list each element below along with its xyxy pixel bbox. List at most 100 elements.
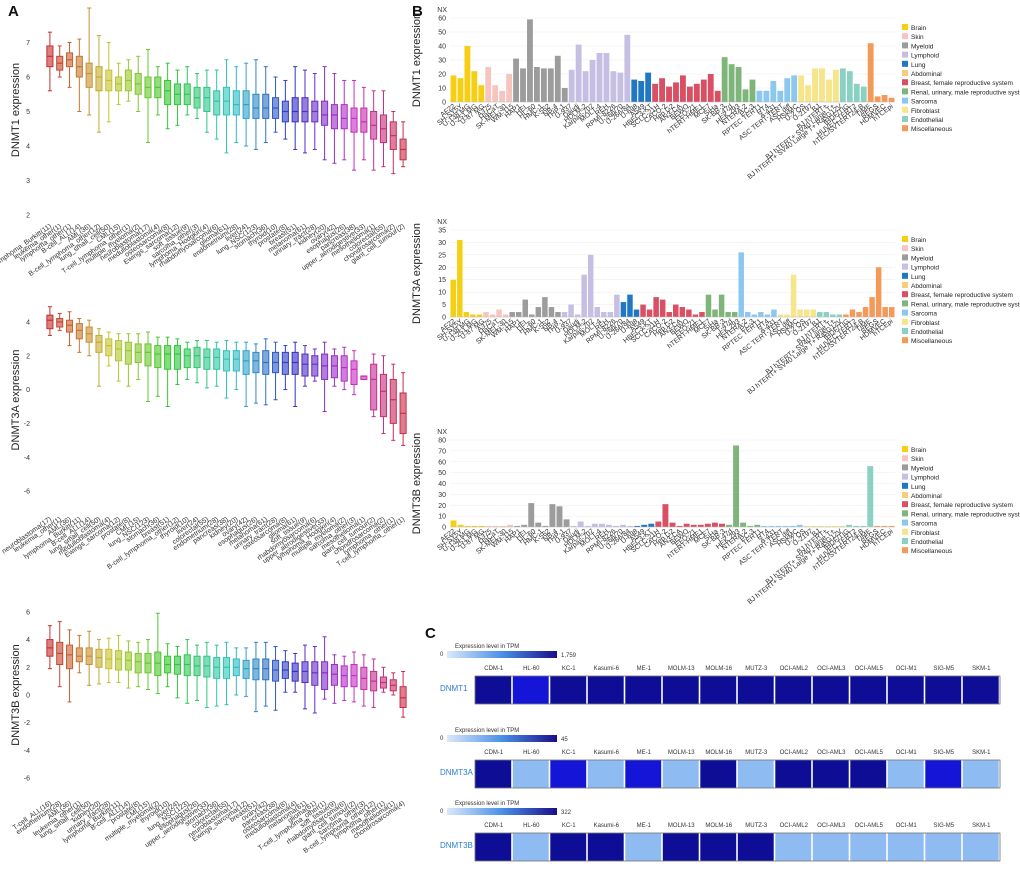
legend-label: Breast, female reproductive system — [911, 80, 1013, 87]
legend-swatch — [902, 60, 908, 67]
bar — [853, 83, 860, 102]
bar — [659, 299, 666, 317]
heatmap-cell — [587, 759, 625, 789]
bar — [874, 525, 881, 527]
legend-swatch — [902, 254, 908, 261]
y-tick-label: 10 — [438, 514, 446, 521]
y-tick-label: 0 — [442, 100, 446, 107]
bar — [881, 95, 888, 102]
legend-label: Breast, female reproductive system — [911, 292, 1013, 299]
bar — [812, 68, 818, 102]
bar — [777, 314, 784, 317]
box — [183, 348, 191, 369]
box — [164, 345, 172, 370]
bar — [548, 307, 555, 317]
bar — [690, 524, 697, 527]
bar — [728, 64, 735, 102]
bar — [823, 312, 830, 317]
legend-swatch — [902, 282, 908, 288]
legend-label: Abdominal — [911, 283, 942, 290]
bar — [791, 75, 798, 102]
bar — [849, 309, 856, 317]
bar — [507, 524, 514, 527]
legend-label: Myeloid — [911, 43, 934, 50]
bar — [620, 302, 627, 317]
legend-swatch — [902, 272, 908, 279]
box — [183, 654, 191, 677]
box — [321, 661, 329, 690]
bar — [450, 279, 457, 317]
bar — [860, 86, 867, 102]
bar — [846, 524, 853, 527]
panel-label-b: B — [412, 3, 423, 20]
bar — [485, 525, 492, 527]
bar — [784, 78, 791, 102]
cell-line-label: KC-1 — [562, 823, 576, 829]
bar — [662, 504, 669, 527]
y-tick-label: 20 — [438, 503, 446, 510]
bar — [568, 69, 575, 102]
cell-line-label: OCI-AML3 — [817, 666, 846, 672]
heatmap-frame — [474, 832, 1001, 862]
scale-bar — [447, 735, 557, 742]
legend-label: Lung — [911, 62, 926, 69]
cell-line-label: CDM-1 — [484, 666, 504, 672]
bar — [711, 522, 718, 527]
y-tick-label: 30 — [438, 492, 446, 499]
bar — [591, 523, 598, 527]
legend-swatch — [902, 236, 908, 242]
box — [115, 650, 123, 671]
y-tick-label: -2 — [24, 421, 30, 428]
cell-line-label: HL-60 — [523, 823, 540, 829]
legend-swatch — [902, 245, 908, 252]
bar — [483, 312, 489, 317]
box — [232, 90, 240, 116]
heatmap-cell — [774, 675, 812, 705]
y-tick-label: 5 — [442, 302, 446, 309]
box — [252, 93, 260, 119]
bar — [648, 523, 655, 527]
bar — [693, 83, 700, 102]
scale-min: 0 — [440, 652, 444, 658]
y-tick-label: 40 — [438, 44, 446, 51]
bar — [860, 525, 867, 527]
y-tick-label: 6 — [26, 609, 30, 616]
bar — [839, 525, 845, 527]
bar — [514, 525, 521, 527]
legend-swatch — [902, 291, 908, 298]
legend-swatch — [902, 446, 908, 452]
bar — [718, 294, 725, 317]
heatmap-cell — [812, 759, 850, 789]
cell-line-label: SIG-M5 — [933, 666, 954, 672]
bar — [747, 525, 754, 527]
bar — [867, 466, 874, 527]
bar — [470, 314, 476, 317]
scale-title: Expression level in TPM — [455, 644, 519, 650]
box — [311, 661, 319, 686]
heatmap-cell — [924, 759, 962, 789]
heatmap-cell — [662, 759, 700, 789]
bar — [676, 525, 683, 527]
heatmap-cell — [962, 675, 1000, 705]
legend-swatch — [902, 482, 908, 489]
heatmap-cell — [624, 832, 662, 862]
bar — [843, 314, 849, 317]
bar — [568, 304, 574, 317]
heatmap-cell — [812, 675, 850, 705]
bar — [596, 53, 603, 102]
box — [164, 79, 172, 106]
bar — [554, 55, 561, 102]
bar — [535, 307, 542, 317]
bar — [683, 523, 690, 527]
bar — [740, 522, 747, 527]
bar — [605, 524, 612, 527]
cell-line-label: MOLM-16 — [705, 823, 732, 829]
y-tick-label: 2 — [26, 213, 30, 220]
box — [321, 100, 329, 126]
box — [272, 659, 280, 682]
bar — [888, 525, 895, 527]
x-tick-label: BJ — [811, 528, 822, 539]
bar — [754, 524, 761, 527]
y-tick-label: -4 — [24, 455, 30, 462]
